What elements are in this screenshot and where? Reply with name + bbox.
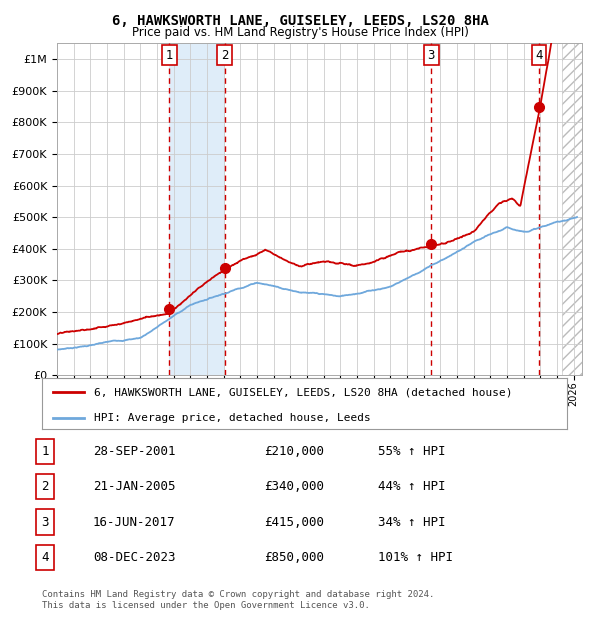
Text: 1: 1: [166, 48, 173, 61]
Text: 6, HAWKSWORTH LANE, GUISELEY, LEEDS, LS20 8HA (detached house): 6, HAWKSWORTH LANE, GUISELEY, LEEDS, LS2…: [95, 388, 513, 397]
Text: £850,000: £850,000: [264, 551, 324, 564]
Text: 16-JUN-2017: 16-JUN-2017: [93, 516, 176, 528]
Text: 4: 4: [41, 551, 49, 564]
Text: 34% ↑ HPI: 34% ↑ HPI: [378, 516, 445, 528]
Text: 3: 3: [41, 516, 49, 528]
Text: Contains HM Land Registry data © Crown copyright and database right 2024.
This d: Contains HM Land Registry data © Crown c…: [42, 590, 434, 609]
Text: 1: 1: [41, 445, 49, 458]
Bar: [169, 43, 224, 375]
Text: 6, HAWKSWORTH LANE, GUISELEY, LEEDS, LS20 8HA: 6, HAWKSWORTH LANE, GUISELEY, LEEDS, LS2…: [112, 14, 488, 28]
Text: Price paid vs. HM Land Registry's House Price Index (HPI): Price paid vs. HM Land Registry's House …: [131, 26, 469, 39]
Text: £415,000: £415,000: [264, 516, 324, 528]
Text: 4: 4: [535, 48, 543, 61]
Text: 28-SEP-2001: 28-SEP-2001: [93, 445, 176, 458]
Text: £210,000: £210,000: [264, 445, 324, 458]
Text: £340,000: £340,000: [264, 480, 324, 493]
Text: HPI: Average price, detached house, Leeds: HPI: Average price, detached house, Leed…: [95, 413, 371, 423]
Text: 55% ↑ HPI: 55% ↑ HPI: [378, 445, 445, 458]
Text: 3: 3: [428, 48, 435, 61]
Text: 44% ↑ HPI: 44% ↑ HPI: [378, 480, 445, 493]
Text: 2: 2: [221, 48, 229, 61]
Text: 2: 2: [41, 480, 49, 493]
Text: 101% ↑ HPI: 101% ↑ HPI: [378, 551, 453, 564]
Text: 21-JAN-2005: 21-JAN-2005: [93, 480, 176, 493]
Text: 08-DEC-2023: 08-DEC-2023: [93, 551, 176, 564]
